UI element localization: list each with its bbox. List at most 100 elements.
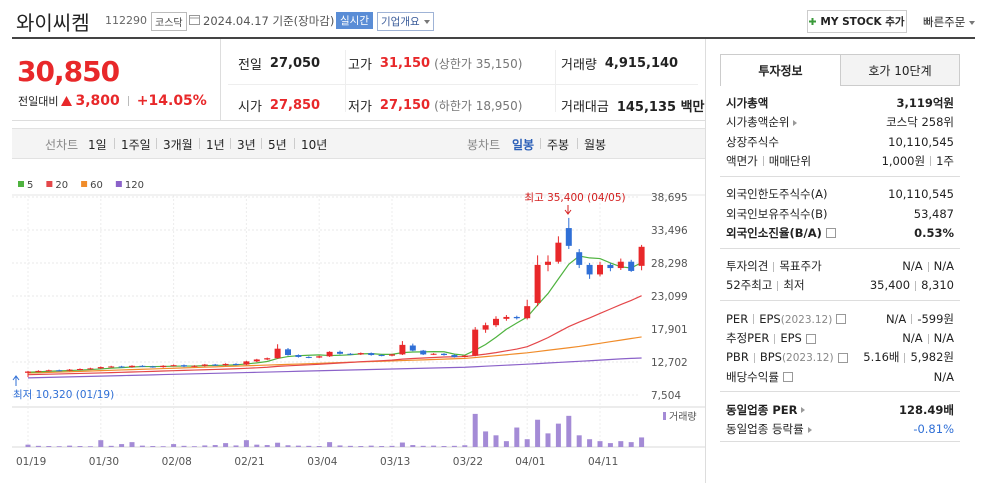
quote-value: 4,915,140 xyxy=(604,56,679,71)
separator xyxy=(753,314,755,325)
panel-bottom xyxy=(720,441,960,442)
tab-group-label: 봉차트 xyxy=(467,138,501,152)
volume-bar xyxy=(191,446,197,447)
quote-label: 거래량 xyxy=(561,58,597,73)
candle-body xyxy=(586,264,593,275)
info-label-wrap: 시가총액순위 xyxy=(726,114,798,130)
candle-body xyxy=(212,364,219,366)
quote-label: 저가 xyxy=(348,100,372,115)
divider xyxy=(228,84,698,85)
period-tab[interactable]: 1주일 xyxy=(121,138,151,152)
tab-divider xyxy=(199,138,200,149)
info-value: 10,110,545 xyxy=(888,134,954,149)
candle-body xyxy=(56,370,63,372)
volume-bar xyxy=(472,413,478,447)
volume-bar xyxy=(337,445,343,447)
info-value-wrap: 35,400 8,310 xyxy=(870,278,954,292)
candle-tab[interactable]: 주봉 xyxy=(547,138,570,152)
quote-label: 시가 xyxy=(238,100,262,115)
tab-divider xyxy=(540,138,541,149)
ma-line xyxy=(27,295,642,376)
candle-body xyxy=(45,370,52,372)
info-value: 35,400 xyxy=(869,278,911,293)
volume-bar xyxy=(129,442,135,447)
info-value-wrap: 코스닥 258위 xyxy=(886,114,954,130)
info-value-wrap: 10,110,545 xyxy=(888,135,954,149)
volume-bar xyxy=(254,444,260,447)
quote-area xyxy=(12,39,706,121)
high-annotation: 최고 35,400 (04/05) xyxy=(524,192,625,204)
volume-bar xyxy=(410,445,416,447)
candle-body xyxy=(638,246,645,266)
info-label: 추정PER xyxy=(726,331,770,345)
candle-body xyxy=(285,349,291,356)
separator xyxy=(911,314,913,325)
info-label-wrap: 동일업종 등락률 xyxy=(726,421,812,437)
candle-body xyxy=(316,356,323,358)
info-label: 외국인소진율(B/A) xyxy=(726,225,822,240)
candle-body xyxy=(513,316,520,319)
volume-bar xyxy=(368,445,374,447)
volume-bar xyxy=(171,444,177,447)
candle-body xyxy=(565,228,572,246)
info-label-wrap: 투자의견 목표주가 xyxy=(726,258,822,274)
candle-body xyxy=(108,366,115,368)
quote-value: 145,135 백만 xyxy=(616,100,705,115)
info-value: -599원 xyxy=(917,311,954,326)
overview-button[interactable]: 기업개요 xyxy=(377,12,434,31)
period-tab[interactable]: 10년 xyxy=(301,138,328,152)
quick-order[interactable]: 빠른주문 xyxy=(923,14,976,30)
tab[interactable]: 호가 10단계 xyxy=(840,54,960,86)
volume-bar xyxy=(555,423,561,447)
separator xyxy=(774,333,776,344)
mystock-button[interactable]: MY STOCK 추가 xyxy=(807,10,907,33)
volume-bar xyxy=(285,445,291,447)
volume-bar xyxy=(618,441,624,447)
info-value: N/A xyxy=(902,331,923,345)
info-label: 외국인한도주식수(A) xyxy=(726,187,828,202)
volume-bar xyxy=(399,442,405,447)
period-tab[interactable]: 1년 xyxy=(206,138,225,152)
divider xyxy=(220,39,221,121)
volume-bar xyxy=(597,441,603,447)
y-tick-label: 38,695 xyxy=(651,192,688,204)
info-label: 동일업종 등락률 xyxy=(726,422,804,437)
period-tab[interactable]: 3개월 xyxy=(163,138,193,152)
info-label: PBR xyxy=(726,350,749,365)
info-row: 시가총액 3,119억원 xyxy=(726,94,954,112)
group-rule xyxy=(720,175,960,177)
x-tick-label: 03/13 xyxy=(380,456,410,468)
info-row: 외국인한도주식수(A) 10,110,545 xyxy=(726,185,954,203)
period-tab[interactable]: 5년 xyxy=(268,138,287,152)
volume-bar xyxy=(108,445,114,447)
y-tick-label: 28,298 xyxy=(651,258,688,270)
volume-bar xyxy=(56,446,62,447)
candle-body xyxy=(233,363,239,365)
volume-bar xyxy=(275,442,281,447)
info-value: 53,487 xyxy=(913,206,954,221)
realtime-badge[interactable]: 실시간 xyxy=(336,12,373,29)
period-tab[interactable]: 3년 xyxy=(237,138,256,152)
candle-tab[interactable]: 월봉 xyxy=(584,138,607,152)
calendar-icon xyxy=(189,15,200,25)
info-label: EPS xyxy=(759,311,781,326)
volume-bar xyxy=(451,445,457,447)
volume-bar xyxy=(420,445,426,447)
info-label-wrap: 시가총액 xyxy=(726,95,768,111)
info-label: 매매단위 xyxy=(768,153,812,168)
candle-tab[interactable]: 일봉 xyxy=(512,138,535,152)
stock-code: 112290 xyxy=(105,14,147,27)
candle-body xyxy=(201,364,208,366)
volume-bar xyxy=(46,446,52,447)
candle-body xyxy=(66,369,73,371)
candle-body xyxy=(430,353,437,355)
legend-label: 20 xyxy=(55,180,68,191)
candle-body xyxy=(347,353,354,355)
info-value: 5.16배 xyxy=(863,350,900,365)
period-tab[interactable]: 1일 xyxy=(88,138,107,152)
quick-order-label: 빠른주문 xyxy=(923,15,966,29)
info-label-wrap: PER EPS(2023.12) xyxy=(726,311,847,326)
volume-bar xyxy=(566,415,572,447)
legend-label: 5 xyxy=(27,180,33,191)
